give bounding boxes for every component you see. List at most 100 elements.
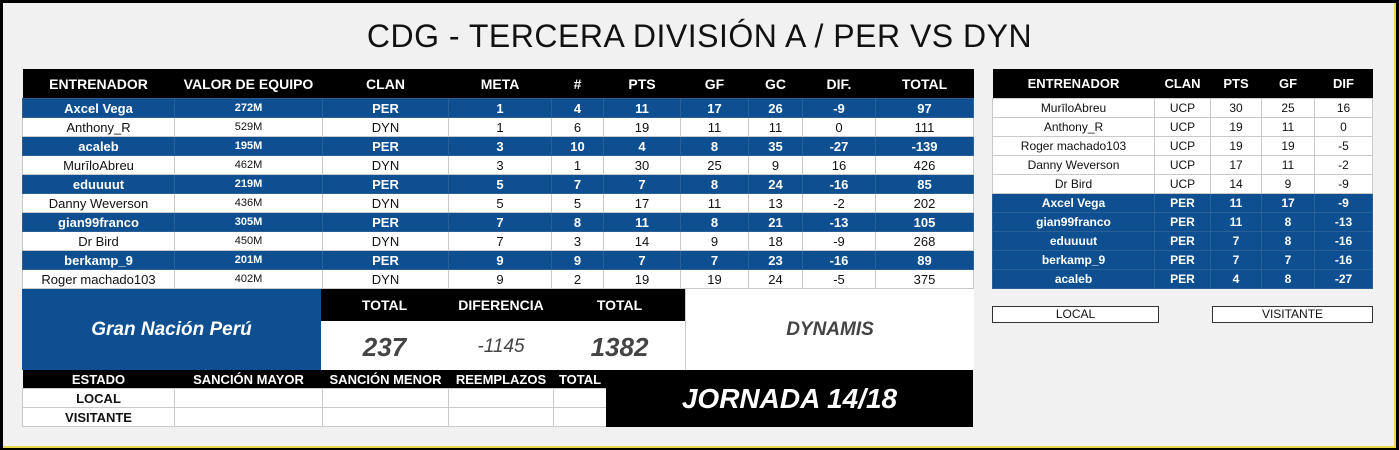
main-cell-gf: 8 [680,174,749,194]
side-cell-pts: 11 [1210,212,1262,232]
visitor-team-name: DYNAMIS [786,318,874,340]
main-cell-gc: 35 [748,136,803,156]
status-input-cell[interactable] [448,407,554,427]
main-cell-total: 105 [875,212,974,232]
main-cell-entrenador: berkamp_9 [22,250,175,270]
main-cell-pts: 19 [603,117,681,137]
main-cell-gf: 25 [680,155,749,175]
main-cell-entrenador: Roger machado103 [22,269,175,289]
side-cell-entrenador: Anthony_R [992,117,1155,137]
main-cell-gf: 19 [680,269,749,289]
side-cell-dif: -9 [1314,174,1373,194]
main-cell-#: 4 [551,98,604,118]
table-row: Anthony_R 529M DYN 1 6 19 11 11 0 111 [22,117,974,137]
status-label: VISITANTE [22,407,175,427]
local-button[interactable]: LOCAL [992,306,1159,323]
main-cell-#: 10 [551,136,604,156]
status-input-cell[interactable] [553,388,607,408]
main-cell-gc: 23 [748,250,803,270]
main-cell-entrenador: Anthony_R [22,117,175,137]
main-cell-gc: 24 [748,269,803,289]
side-cell-entrenador: acaleb [992,269,1155,289]
main-cell-gf: 11 [680,117,749,137]
main-cell-entrenador: Danny Weverson [22,193,175,213]
side-cell-clan: PER [1154,212,1211,232]
side-cell-pts: 19 [1210,136,1262,156]
main-cell-clan: DYN [322,193,449,213]
main-cell-#: 1 [551,155,604,175]
table-row: Danny Weverson UCP 17 11 -2 [992,155,1373,175]
main-header-7: GC [748,69,803,99]
main-cell-dif-: -2 [802,193,876,213]
side-cell-dif: -27 [1314,269,1373,289]
main-header-6: GF [680,69,749,99]
status-input-cell[interactable] [174,407,323,427]
difference-header: DIFERENCIA [448,289,554,321]
main-cell-total: 97 [875,98,974,118]
main-cell-dif-: -27 [802,136,876,156]
main-cell-gc: 11 [748,117,803,137]
status-input-cell[interactable] [553,407,607,427]
table-row: eduuuut 219M PER 5 7 7 8 24 -16 85 [22,174,974,194]
side-header-3: GF [1261,69,1315,99]
main-cell-valor-de-equipo: 436M [174,193,323,213]
main-cell-meta: 1 [448,98,552,118]
main-cell-clan: DYN [322,231,449,251]
status-input-cell[interactable] [322,407,449,427]
side-cell-entrenador: Dr Bird [992,174,1155,194]
page-title: CDG - TERCERA DIVISIÓN A / PER VS DYN [366,18,1033,54]
main-cell-gc: 9 [748,155,803,175]
difference-value: -1145 [448,321,555,370]
main-cell-total: 202 [875,193,974,213]
side-cell-clan: PER [1154,250,1211,270]
main-standings-table: ENTRENADOR VALOR DE EQUIPO CLAN META # PTS GF G… [22,69,974,289]
status-header-2: SANCIÓN MENOR [322,370,449,389]
table-row: acaleb PER 4 8 -27 [992,269,1373,289]
main-cell-meta: 3 [448,155,552,175]
main-cell-#: 8 [551,212,604,232]
main-cell-clan: PER [322,212,449,232]
side-cell-gf: 19 [1261,136,1315,156]
side-cell-gf: 8 [1261,269,1315,289]
main-cell-gf: 8 [680,212,749,232]
main-cell-pts: 11 [603,98,681,118]
table-row: gian99franco 305M PER 7 8 11 8 21 -13 105 [22,212,974,232]
main-cell-dif-: -13 [802,212,876,232]
main-cell-#: 3 [551,231,604,251]
main-cell-valor-de-equipo: 272M [174,98,323,118]
main-header-0: ENTRENADOR [22,69,175,99]
table-row: gian99franco PER 11 8 -13 [992,212,1373,232]
table-row: Axcel Vega PER 11 17 -9 [992,193,1373,213]
main-cell-meta: 1 [448,117,552,137]
main-cell-meta: 5 [448,193,552,213]
main-cell-meta: 9 [448,250,552,270]
main-cell-dif-: -9 [802,231,876,251]
main-cell-#: 2 [551,269,604,289]
status-row: LOCAL [22,388,607,408]
side-cell-entrenador: Danny Weverson [992,155,1155,175]
table-row: Danny Weverson 436M DYN 5 5 17 11 13 -2 202 [22,193,974,213]
side-cell-dif: -2 [1314,155,1373,175]
jornada-banner: JORNADA 14/18 [606,370,973,427]
main-header-3: META [448,69,552,99]
visitor-button[interactable]: VISITANTE [1212,306,1373,323]
status-input-cell[interactable] [448,388,554,408]
status-input-cell[interactable] [174,388,323,408]
side-cell-pts: 11 [1210,193,1262,213]
main-cell-gf: 9 [680,231,749,251]
main-cell-valor-de-equipo: 402M [174,269,323,289]
side-header-1: CLAN [1154,69,1211,99]
main-cell-dif-: 16 [802,155,876,175]
status-input-cell[interactable] [322,388,449,408]
main-cell-pts: 7 [603,250,681,270]
status-header-4: TOTAL [553,370,607,389]
main-cell-total: -139 [875,136,974,156]
side-cell-entrenador: eduuuut [992,231,1155,251]
main-cell-clan: PER [322,98,449,118]
main-cell-valor-de-equipo: 201M [174,250,323,270]
main-cell-dif-: -5 [802,269,876,289]
side-cell-clan: UCP [1154,117,1211,137]
main-cell-#: 7 [551,174,604,194]
table-row: MurīloAbreu 462M DYN 3 1 30 25 9 16 426 [22,155,974,175]
table-row: eduuuut PER 7 8 -16 [992,231,1373,251]
